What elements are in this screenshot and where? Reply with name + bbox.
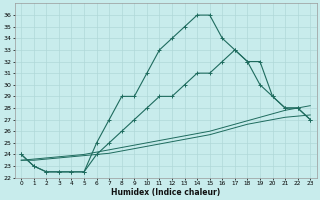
- X-axis label: Humidex (Indice chaleur): Humidex (Indice chaleur): [111, 188, 220, 197]
